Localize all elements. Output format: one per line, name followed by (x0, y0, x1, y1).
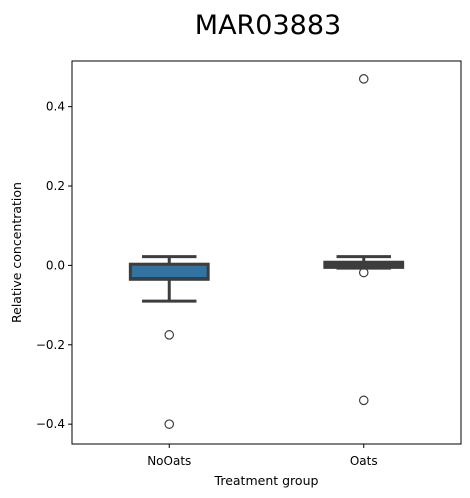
y-axis-label: Relative concentration (9, 182, 24, 323)
x-tick-label: Oats (350, 454, 378, 468)
y-tick-label: 0.2 (46, 179, 65, 193)
y-tick-label: −0.2 (36, 338, 65, 352)
outlier-point (358, 267, 369, 278)
axis-layer: −0.4 −0.2 0.0 0.2 0.4 NoOats Oats (36, 100, 378, 468)
outlier-point (358, 395, 369, 406)
plot-frame (71, 60, 462, 445)
x-tick-label: NoOats (147, 454, 191, 468)
y-tick-label: −0.4 (36, 417, 65, 431)
outlier-point (164, 330, 175, 340)
box-group-nooats (128, 255, 210, 429)
x-axis-label: Treatment group (214, 473, 319, 488)
y-tick-label: 0.0 (46, 258, 65, 272)
chart-title: MAR03883 (195, 10, 341, 41)
y-tick-label: 0.4 (46, 100, 65, 114)
outlier-point (164, 419, 175, 429)
plot-layer (128, 74, 405, 429)
box-group-oats (323, 74, 405, 406)
outlier-point (358, 74, 369, 84)
